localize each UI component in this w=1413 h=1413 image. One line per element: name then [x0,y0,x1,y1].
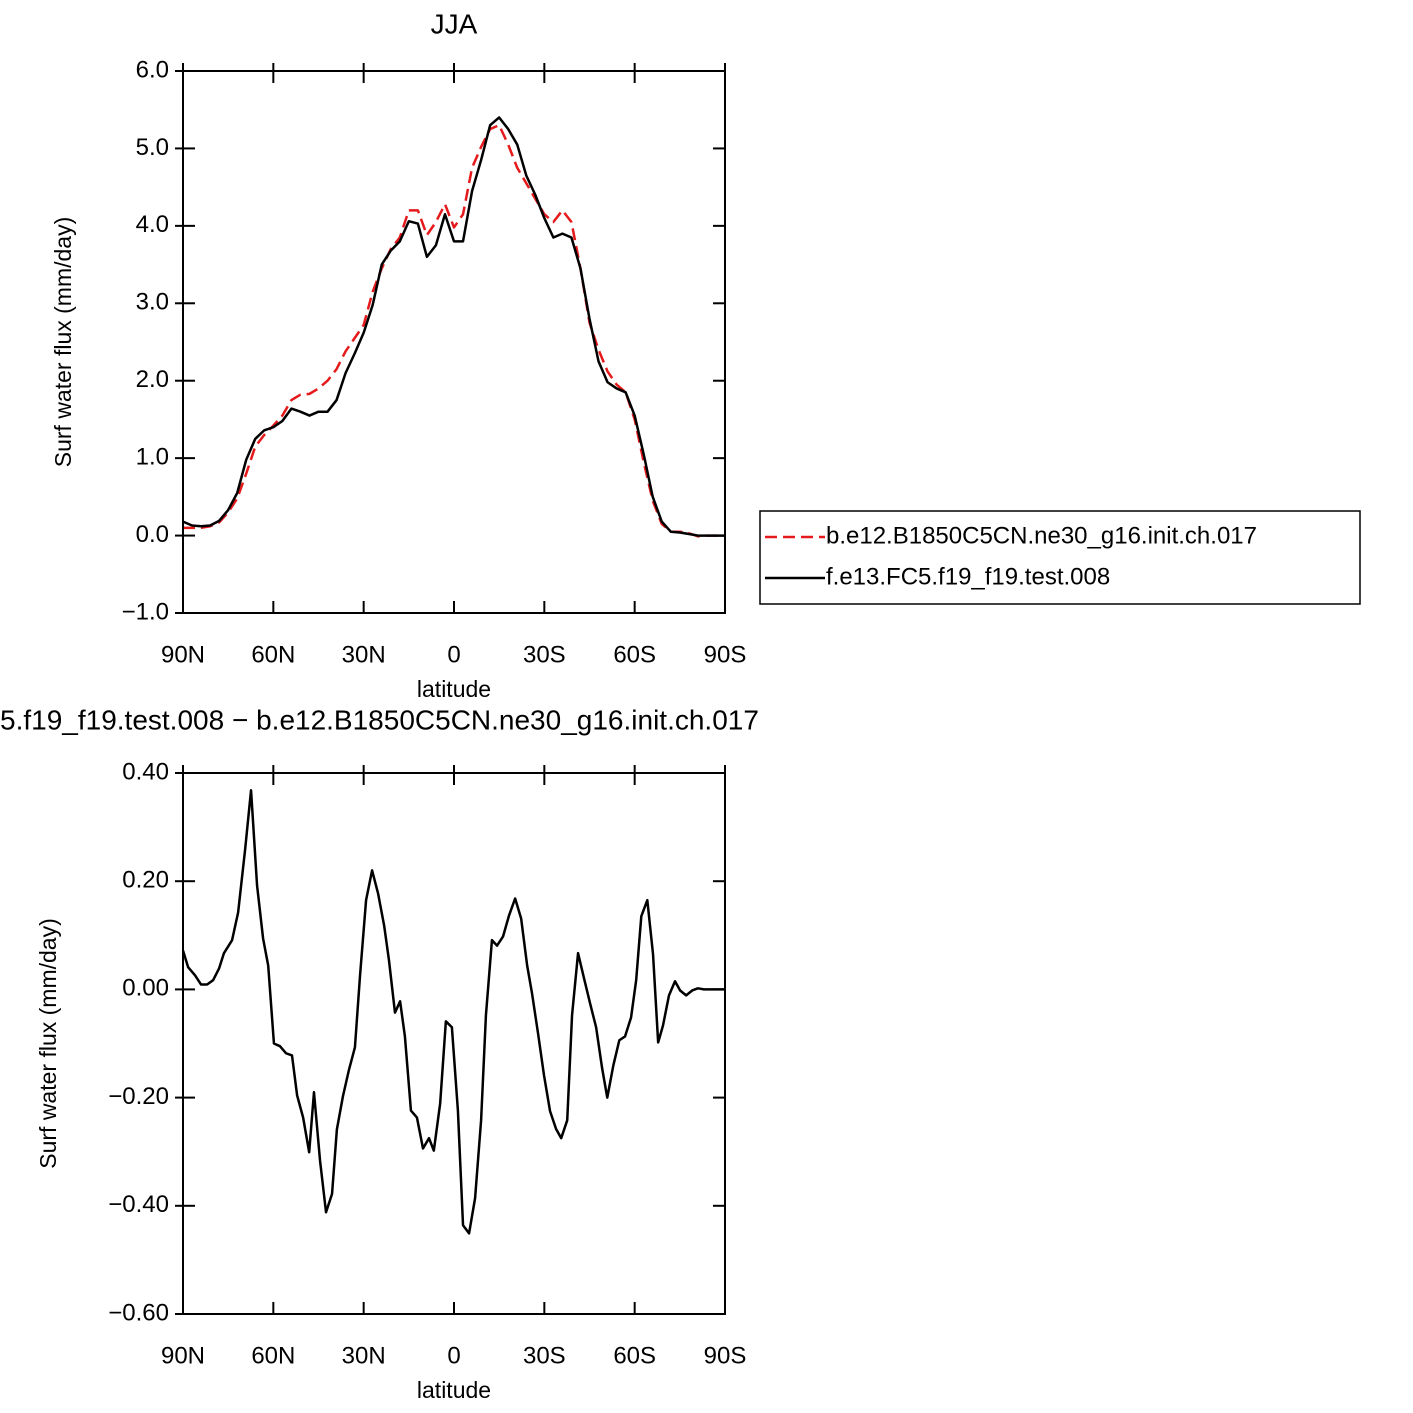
y-tick-label: 2.0 [136,366,169,393]
legend-box [759,510,1361,605]
x-tick-label: 90S [704,1342,747,1369]
legend-label: f.e13.FC5.f19_f19.test.008 [826,563,1110,590]
data-line [182,116,725,537]
y-tick-label: 4.0 [136,211,169,238]
y-tick-label: 1.0 [136,443,169,470]
data-line [181,789,725,1235]
y-tick-label: 0.40 [122,758,169,785]
x-tick-label: 90N [161,1342,205,1369]
data-line [183,123,725,538]
y-tick-label: −0.40 [108,1191,169,1218]
chart-title: JJA [431,8,478,39]
panel: 5.f19_f19.test.008 − b.e12.B1850C5CN.ne3… [0,704,759,1403]
x-tick-label: 30S [523,641,566,668]
y-tick-label: 0.20 [122,867,169,894]
y-tick-label: −0.60 [108,1299,169,1326]
x-tick-label: 60N [251,641,295,668]
x-tick-label: 30S [523,1342,566,1369]
y-tick-label: 0.00 [122,975,169,1002]
x-tick-label: 60S [613,1342,656,1369]
y-tick-label: 0.0 [136,521,169,548]
y-tick-label: −1.0 [122,598,169,625]
x-tick-label: 90S [704,641,747,668]
panel: JJA 6.0 5.0 4.0 3.0 2.0 1.0 0.0 −1.0 90N 60N 30N 0 30… [50,8,1361,702]
plot-frame [182,772,726,1315]
y-axis-label: Surf water flux (mm/day) [50,217,76,468]
plot-frame [182,70,726,614]
y-axis-label: Surf water flux (mm/day) [35,918,61,1169]
y-tick-label: 3.0 [136,289,169,316]
legend-label: b.e12.B1850C5CN.ne30_g16.init.ch.017 [826,522,1257,549]
chart-title: 5.f19_f19.test.008 − b.e12.B1850C5CN.ne3… [0,704,759,735]
y-tick-label: 5.0 [136,134,169,161]
x-axis-label: latitude [417,676,491,702]
x-tick-label: 30N [342,1342,386,1369]
x-axis-label: latitude [417,1377,491,1403]
x-tick-label: 0 [447,641,460,668]
x-tick-label: 60S [613,641,656,668]
x-tick-label: 30N [342,641,386,668]
y-tick-label: −0.20 [108,1083,169,1110]
x-tick-label: 90N [161,641,205,668]
y-tick-label: 6.0 [136,56,169,83]
x-tick-label: 0 [447,1342,460,1369]
x-tick-label: 60N [251,1342,295,1369]
